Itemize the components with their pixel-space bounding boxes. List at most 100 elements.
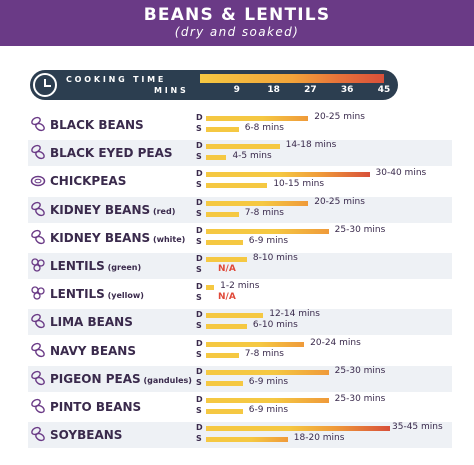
page-title: BEANS & LENTILS — [143, 5, 331, 25]
soaked-time-bar — [206, 409, 243, 414]
dry-time-label: 35-45 mins — [392, 422, 443, 433]
soaked-time-bar — [206, 324, 247, 330]
bean-row: SOYBEANS D 35-45 mins S 18-20 mins — [28, 422, 452, 449]
soaked-time-label: 6-9 mins — [248, 405, 289, 415]
chickpea-icon — [30, 172, 46, 188]
bean-name-text: KIDNEY BEANS — [50, 230, 151, 245]
dry-series-label: D — [196, 197, 203, 207]
soaked-time-bar — [206, 239, 243, 245]
soaked-time-bar — [206, 352, 239, 358]
bean-name-qualifier: (yellow) — [104, 291, 144, 301]
dry-series-label: D — [196, 366, 203, 376]
bean-name-text: LENTILS — [50, 259, 105, 273]
dry-series-label: D — [196, 141, 203, 151]
dry-time-bar — [206, 426, 390, 432]
soaked-series-label: S — [196, 377, 202, 387]
soaked-time-bar — [206, 437, 288, 443]
bean-name: PINTO BEANS — [50, 400, 141, 414]
soaked-time-bar — [206, 380, 243, 386]
bean-icon — [30, 426, 46, 442]
soaked-series-label: S — [196, 152, 202, 162]
bean-row: KIDNEY BEANS (red) D 20-25 mins S 7-8 mins — [28, 196, 452, 223]
dry-time-bar — [206, 313, 264, 319]
legend-title: COOKING TIME — [66, 75, 167, 84]
bean-name: LENTILS (green) — [50, 259, 141, 273]
soaked-series-label: S — [196, 265, 202, 274]
bean-icon — [30, 313, 46, 329]
legend-scale-bar — [200, 74, 384, 83]
dry-time-label: 25-30 mins — [334, 394, 386, 404]
soaked-time-bar — [206, 127, 239, 132]
bean-name-text: CHICKPEAS — [50, 174, 127, 189]
bean-name-text: KIDNEY BEANS — [50, 202, 151, 217]
soaked-time-label: 6-9 mins — [248, 235, 289, 246]
bean-name-qualifier: (green) — [104, 263, 142, 272]
dry-time-label: 20-24 mins — [310, 337, 361, 348]
legend-tick: 36 — [340, 85, 354, 95]
dry-time-label: 20-25 mins — [314, 112, 365, 122]
bean-name-text: LENTILS — [50, 287, 105, 302]
dry-time-bar — [206, 144, 280, 150]
dry-series-label: D — [196, 225, 203, 235]
header-banner: BEANS & LENTILS (dry and soaked) — [0, 0, 474, 46]
bean-name-text: SOYBEANS — [50, 428, 123, 443]
dry-time-bar — [206, 257, 247, 262]
lentil-icon — [30, 257, 46, 273]
bean-name-qualifier: (red) — [150, 206, 176, 216]
soaked-series-label: S — [196, 124, 202, 133]
dry-series-label: D — [196, 169, 203, 179]
soaked-time-label: 4-5 mins — [232, 151, 272, 162]
soaked-time-label: N/A — [218, 264, 236, 274]
bean-icon — [30, 201, 46, 217]
soaked-series-label: S — [196, 293, 202, 303]
dry-series-label: D — [196, 338, 203, 348]
bean-name-text: BLACK EYED PEAS — [50, 146, 173, 161]
soaked-time-label: 7-8 mins — [244, 207, 284, 218]
dry-time-label: 14-18 mins — [285, 140, 337, 151]
dry-time-label: 12-14 mins — [269, 309, 320, 320]
legend-tick: 9 — [233, 85, 240, 95]
legend-unit: MINS — [154, 86, 189, 95]
dry-series-label: D — [196, 254, 203, 263]
bean-row: BLACK BEANS D 20-25 mins S 6-8 mins — [28, 112, 452, 138]
bean-row: CHICKPEAS D 30-40 mins S 10-15 mins — [28, 168, 452, 194]
soaked-time-bar — [206, 155, 227, 161]
dry-time-bar — [206, 228, 329, 234]
dry-time-label: 25-30 mins — [334, 224, 386, 235]
dry-time-label: 25-30 mins — [334, 365, 386, 376]
bean-name-text: PIGEON PEAS — [50, 371, 141, 386]
bean-row: LENTILS (green) D 8-10 mins S N/A — [28, 253, 452, 279]
dry-time-label: 8-10 mins — [252, 253, 298, 263]
bean-name: PIGEON PEAS (gandules) — [50, 372, 192, 386]
bean-icon — [30, 144, 46, 160]
bean-name-text: NAVY BEANS — [50, 343, 136, 358]
dry-time-label: 30-40 mins — [375, 168, 427, 179]
bean-name: CHICKPEAS — [50, 174, 126, 188]
dry-time-bar — [206, 341, 305, 347]
bean-name: BLACK BEANS — [50, 118, 144, 132]
dry-time-bar — [206, 200, 309, 206]
soaked-series-label: S — [196, 180, 202, 190]
bean-row: NAVY BEANS D 20-24 mins S 7-8 mins — [28, 338, 452, 364]
soaked-time-label: 10-15 mins — [273, 179, 325, 190]
dry-time-bar — [206, 285, 215, 291]
bean-name: LIMA BEANS — [50, 315, 133, 329]
bean-name: BLACK EYED PEAS — [50, 146, 173, 160]
lentil-icon — [30, 285, 46, 301]
dry-series-label: D — [196, 282, 203, 292]
bean-name-text: LIMA BEANS — [50, 315, 133, 330]
dry-series-label: D — [196, 310, 203, 320]
soaked-time-label: 7-8 mins — [244, 348, 284, 359]
bean-name-text: PINTO BEANS — [50, 400, 142, 414]
legend-tick: 45 — [377, 85, 391, 95]
dry-time-bar — [206, 369, 329, 375]
soaked-series-label: S — [196, 406, 202, 415]
bean-row: BLACK EYED PEAS D 14-18 mins S 4-5 mins — [28, 140, 452, 167]
bean-name: NAVY BEANS — [50, 344, 136, 358]
dry-series-label: D — [196, 423, 203, 433]
cooking-time-legend: COOKING TIME MINS 9 18 27 36 45 — [30, 70, 398, 100]
soaked-time-label: 6-10 mins — [252, 320, 298, 331]
soaked-time-label: N/A — [218, 292, 236, 303]
page-subtitle: (dry and soaked) — [174, 25, 300, 39]
bean-icon — [30, 116, 46, 132]
